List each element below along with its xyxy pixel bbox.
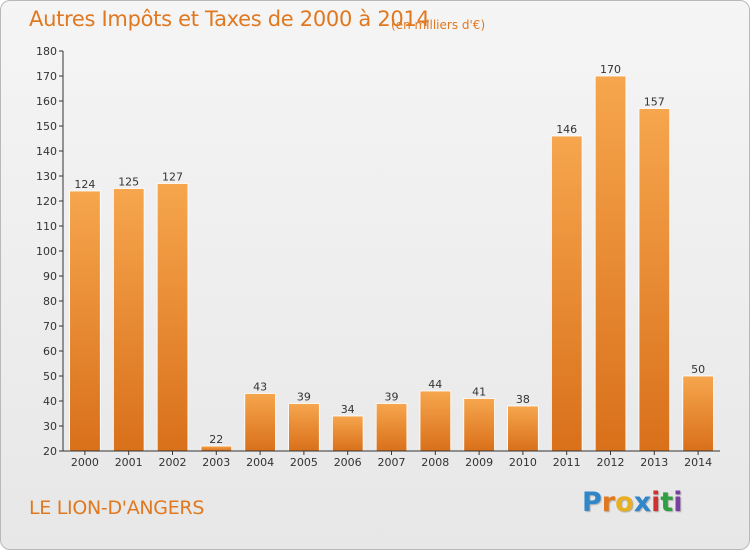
y-tick-label: 150 (36, 120, 57, 133)
bar-2007 (375, 403, 408, 452)
logo-letter: r (601, 487, 616, 518)
bar-2012 (594, 75, 627, 452)
bar-2001 (113, 188, 145, 452)
y-tick-label: 20 (43, 445, 57, 458)
bar-2003 (200, 445, 233, 452)
bar-2005 (288, 403, 320, 452)
x-tick-label: 2003 (202, 456, 230, 469)
y-tick-label: 180 (36, 45, 57, 58)
chart-unit: (en milliers d'€) (391, 18, 486, 32)
y-tick-label: 30 (43, 420, 57, 433)
bar-2014 (682, 375, 714, 452)
data-label: 39 (297, 391, 311, 404)
bar-2000 (69, 190, 101, 452)
bar-2006 (331, 415, 364, 452)
data-label: 22 (209, 433, 223, 446)
y-tick-label: 40 (43, 395, 57, 408)
data-label: 170 (600, 63, 621, 76)
x-tick-label: 2010 (509, 456, 537, 469)
x-tick-label: 2004 (246, 456, 274, 469)
logo-letter: x (633, 487, 652, 518)
chart-title: Autres Impôts et Taxes de 2000 à 2014 (29, 7, 430, 31)
x-tick-label: 2007 (378, 456, 406, 469)
bar-2010 (507, 405, 539, 452)
data-label: 125 (118, 176, 139, 189)
y-tick-label: 140 (36, 145, 57, 158)
bar-2011 (551, 135, 583, 452)
y-axis: 20 30 40 50 60 70 80 90 100 110 120 130 140 150 160 170… (36, 45, 64, 458)
y-tick-label: 120 (36, 195, 57, 208)
data-label: 38 (516, 393, 530, 406)
y-tick-label: 170 (36, 70, 57, 83)
x-tick-label: 2014 (684, 456, 712, 469)
bar-2013 (638, 108, 671, 452)
logo-letter: o (615, 487, 634, 518)
y-tick-label: 70 (43, 320, 57, 333)
bar-2002 (156, 183, 189, 452)
proxiti-logo: Proxiti (582, 487, 683, 518)
y-tick-label: 130 (36, 170, 57, 183)
x-tick-label: 2006 (334, 456, 362, 469)
bar-2008 (419, 390, 452, 452)
x-tick-label: 2002 (159, 456, 187, 469)
y-tick-label: 50 (43, 370, 57, 383)
x-axis: 2000 2001 2002 2003 2004 2005 2006 2007 2008 2009… (63, 450, 720, 469)
x-tick-label: 2009 (465, 456, 493, 469)
commune-name: LE LION-D'ANGERS (29, 497, 205, 519)
bar-2009 (463, 398, 495, 452)
logo-letter: P (582, 487, 602, 518)
y-tick-label: 100 (36, 245, 57, 258)
y-tick-label: 60 (43, 345, 57, 358)
x-tick-label: 2012 (597, 456, 625, 469)
x-tick-label: 2008 (421, 456, 449, 469)
data-label: 146 (556, 123, 577, 136)
data-label: 44 (428, 378, 442, 391)
data-label: 50 (691, 363, 705, 376)
y-tick-label: 90 (43, 270, 57, 283)
logo-letter: i (651, 487, 661, 518)
y-tick-label: 110 (36, 220, 57, 233)
data-label: 41 (472, 386, 486, 399)
x-tick-label: 2011 (553, 456, 581, 469)
data-label: 127 (162, 171, 183, 184)
data-label: 34 (341, 403, 355, 416)
data-label: 43 (253, 381, 267, 394)
y-tick-label: 80 (43, 295, 57, 308)
data-label: 124 (74, 178, 95, 191)
data-label: 157 (644, 96, 665, 109)
logo-letter: i (673, 487, 683, 518)
x-tick-label: 2005 (290, 456, 318, 469)
bars: 124 125 127 22 43 39 34 39 44 41 38 146 170 157 50 (69, 63, 714, 452)
x-tick-label: 2013 (640, 456, 668, 469)
bar-2004 (244, 393, 276, 452)
data-label: 39 (385, 391, 399, 404)
x-tick-label: 2000 (71, 456, 99, 469)
y-tick-label: 160 (36, 95, 57, 108)
logo-letter: t (660, 487, 674, 518)
x-tick-label: 2001 (115, 456, 143, 469)
